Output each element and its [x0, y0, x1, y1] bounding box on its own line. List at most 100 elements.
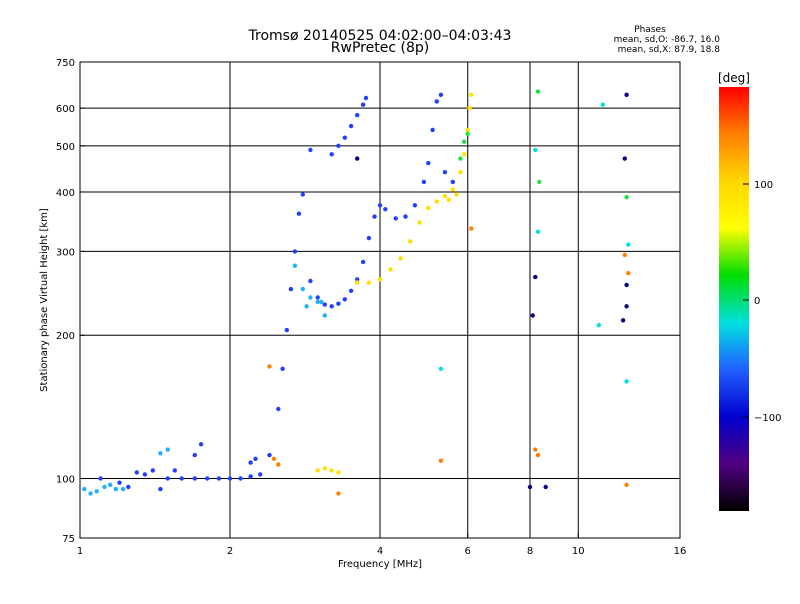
- data-point: [267, 452, 272, 458]
- data-point: [355, 112, 360, 118]
- data-point: [403, 214, 408, 219]
- data-point: [600, 102, 605, 107]
- data-point: [442, 193, 448, 199]
- data-point: [179, 476, 184, 481]
- data-point: [372, 214, 377, 219]
- data-point: [113, 486, 119, 492]
- data-point: [434, 199, 439, 204]
- x-tick-label: 6: [465, 546, 471, 557]
- x-tick-label: 2: [227, 546, 233, 557]
- data-point: [172, 468, 177, 473]
- data-point: [469, 226, 474, 231]
- colorbar: [719, 87, 749, 511]
- data-point: [158, 451, 163, 456]
- data-point: [622, 156, 627, 161]
- data-point: [134, 470, 139, 475]
- data-point: [165, 447, 170, 452]
- y-tick-label: 750: [56, 58, 75, 69]
- data-point: [150, 468, 155, 473]
- data-point: [626, 242, 631, 247]
- colorbar-label: [deg]: [718, 71, 750, 85]
- data-point: [355, 277, 360, 282]
- data-point: [142, 472, 148, 477]
- data-point: [596, 323, 602, 328]
- data-point: [315, 295, 320, 300]
- data-point: [388, 267, 393, 272]
- data-point: [467, 105, 472, 111]
- data-point: [227, 476, 233, 481]
- data-point: [308, 295, 313, 300]
- data-point: [458, 170, 463, 175]
- y-tick-label: 500: [56, 142, 75, 153]
- data-point: [98, 476, 103, 481]
- data-point: [366, 280, 372, 285]
- data-point: [348, 288, 354, 293]
- data-point: [348, 123, 354, 129]
- data-point: [192, 476, 197, 481]
- data-point: [342, 135, 347, 140]
- data-point: [258, 472, 263, 477]
- data-point: [626, 271, 631, 276]
- colorbar-tick-label: 100: [754, 180, 773, 191]
- data-point: [238, 476, 243, 481]
- data-point: [543, 484, 548, 490]
- data-point: [276, 406, 281, 412]
- data-point: [450, 179, 455, 185]
- data-point: [527, 484, 533, 490]
- data-point: [192, 452, 197, 458]
- data-point: [533, 447, 538, 452]
- data-point: [102, 484, 107, 490]
- data-points: [82, 89, 631, 496]
- chart-title: Tromsø 20140525 04:02:00–04:03:43: [248, 28, 512, 44]
- data-point: [329, 468, 334, 473]
- data-point: [461, 139, 467, 144]
- data-point: [336, 470, 341, 475]
- data-point: [308, 147, 313, 153]
- data-point: [535, 89, 541, 94]
- y-tick-label: 100: [56, 475, 75, 486]
- data-point: [329, 304, 334, 309]
- x-tick-label: 1: [77, 546, 83, 557]
- data-point: [126, 484, 131, 490]
- data-point: [94, 489, 99, 494]
- y-tick-label: 75: [62, 534, 75, 545]
- data-point: [533, 274, 538, 280]
- data-point: [284, 327, 289, 333]
- data-point: [377, 277, 383, 282]
- data-point: [393, 216, 398, 221]
- data-point: [426, 160, 431, 166]
- data-point: [442, 170, 448, 175]
- data-point: [624, 282, 629, 288]
- data-point: [624, 379, 629, 384]
- data-point: [469, 92, 474, 98]
- data-point: [438, 458, 444, 463]
- data-point: [454, 192, 459, 197]
- x-tick-label: 4: [377, 546, 383, 557]
- data-point: [315, 468, 320, 473]
- data-point: [276, 462, 281, 467]
- data-point: [336, 491, 341, 496]
- x-tick-label: 16: [674, 546, 687, 557]
- data-point: [458, 156, 463, 161]
- y-tick-label: 400: [56, 188, 75, 199]
- data-point: [530, 313, 535, 318]
- data-point: [300, 286, 305, 292]
- data-point: [288, 286, 294, 292]
- chart-subtitle: RwPretec (8p): [331, 40, 429, 56]
- data-point: [280, 366, 285, 371]
- data-point: [336, 301, 341, 306]
- data-point: [296, 211, 302, 216]
- data-point: [292, 249, 298, 254]
- data-point: [363, 95, 369, 101]
- data-point: [88, 491, 93, 496]
- data-point: [329, 152, 334, 157]
- data-point: [158, 486, 163, 492]
- data-point: [355, 280, 360, 285]
- y-tick-label: 200: [56, 331, 75, 342]
- data-point: [360, 102, 366, 107]
- data-point: [438, 92, 444, 98]
- data-point: [205, 476, 210, 481]
- data-point: [342, 297, 347, 302]
- data-point: [622, 252, 627, 258]
